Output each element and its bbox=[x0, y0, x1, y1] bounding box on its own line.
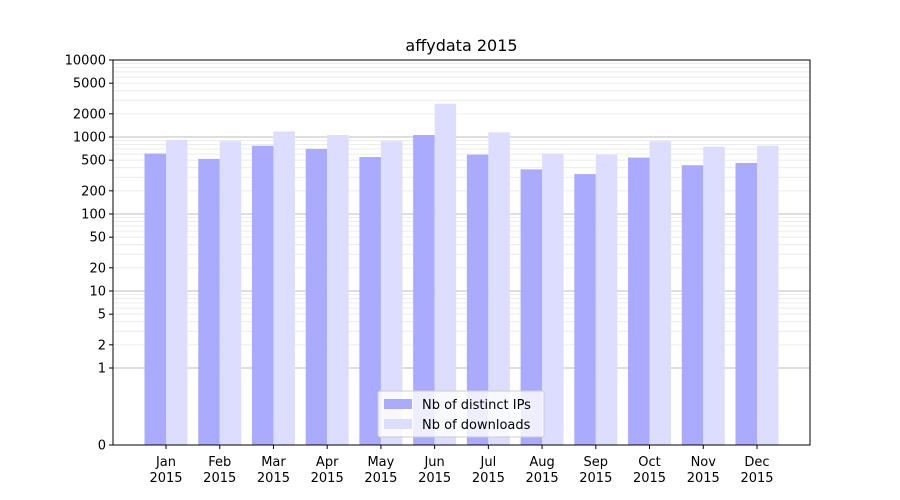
x-tick-label-month: Oct bbox=[638, 455, 660, 470]
y-tick-label: 100 bbox=[81, 208, 106, 223]
bar-downloads bbox=[595, 154, 618, 445]
y-tick-label: 2000 bbox=[73, 107, 106, 122]
y-tick-label: 10000 bbox=[65, 54, 106, 69]
legend-label-downloads: Nb of downloads bbox=[422, 418, 531, 433]
bar-downloads bbox=[380, 141, 403, 445]
bar-downloads bbox=[327, 135, 349, 445]
bar-distinct-ips bbox=[628, 157, 650, 445]
bar-distinct-ips bbox=[198, 158, 220, 445]
x-tick-label-year: 2015 bbox=[526, 471, 559, 486]
legend: Nb of distinct IPs Nb of downloads bbox=[377, 390, 545, 438]
bar-downloads bbox=[166, 139, 188, 445]
x-tick-label-month: May bbox=[367, 455, 394, 470]
x-tick-label-month: Jul bbox=[480, 455, 497, 470]
bar-distinct-ips bbox=[251, 145, 274, 445]
plot-frame bbox=[112, 59, 811, 446]
y-tick-label: 50 bbox=[89, 231, 106, 246]
x-tick-label-year: 2015 bbox=[579, 471, 612, 486]
x-tick-label-year: 2015 bbox=[311, 471, 344, 486]
x-tick-label-month: Aug bbox=[529, 455, 554, 470]
x-tick-label-year: 2015 bbox=[472, 471, 505, 486]
y-tick-label: 20 bbox=[89, 261, 106, 276]
bar-distinct-ips bbox=[144, 153, 166, 445]
y-tick-label: 200 bbox=[81, 184, 106, 199]
bar-distinct-ips bbox=[681, 165, 704, 445]
bar-downloads bbox=[757, 145, 779, 445]
x-tick-label-year: 2015 bbox=[364, 471, 397, 486]
bar-distinct-ips bbox=[574, 174, 596, 445]
bar-downloads bbox=[542, 153, 564, 445]
bar-downloads bbox=[434, 103, 457, 446]
bar-downloads bbox=[488, 132, 510, 445]
bar-distinct-ips bbox=[359, 156, 381, 445]
x-tick-label-month: Jun bbox=[423, 455, 444, 470]
y-tick-label: 10 bbox=[89, 285, 106, 300]
legend-box bbox=[377, 390, 545, 438]
bar-downloads bbox=[703, 146, 725, 445]
x-tick-label-month: Sep bbox=[584, 455, 609, 470]
x-tick-label-year: 2015 bbox=[149, 471, 182, 486]
x-tick-label-year: 2015 bbox=[203, 471, 236, 486]
x-axis: Jan2015Feb2015Mar2015Apr2015May2015Jun20… bbox=[149, 445, 774, 486]
y-tick-label: 1000 bbox=[73, 131, 106, 146]
y-tick-label: 5000 bbox=[73, 77, 106, 92]
y-tick-label: 5 bbox=[98, 308, 106, 323]
bar-distinct-ips bbox=[305, 148, 328, 446]
bar-distinct-ips bbox=[466, 154, 489, 445]
legend-label-distinct-ips: Nb of distinct IPs bbox=[422, 398, 531, 413]
x-tick-label-year: 2015 bbox=[740, 471, 773, 486]
x-tick-label-month: Dec bbox=[744, 455, 769, 470]
bar-downloads bbox=[219, 141, 242, 445]
x-tick-label-month: Jan bbox=[155, 455, 176, 470]
x-tick-label-year: 2015 bbox=[633, 471, 666, 486]
x-tick-label-year: 2015 bbox=[687, 471, 720, 486]
legend-swatch-distinct-ips bbox=[384, 399, 412, 409]
x-tick-label-year: 2015 bbox=[257, 471, 290, 486]
y-tick-label: 500 bbox=[81, 154, 106, 169]
y-tick-label: 2 bbox=[98, 338, 106, 353]
x-tick-label-year: 2015 bbox=[418, 471, 451, 486]
bar-distinct-ips bbox=[520, 169, 543, 445]
chart-title: affydata 2015 bbox=[405, 36, 517, 55]
y-axis: 0 1 2 5 10 20 50 100 200 500 1000 2000 5000 10000 bbox=[65, 54, 113, 454]
bar-downloads bbox=[649, 141, 672, 445]
y-tick-label: 1 bbox=[98, 362, 106, 377]
bar-downloads bbox=[273, 131, 295, 445]
legend-swatch-downloads bbox=[384, 419, 412, 429]
x-tick-label-month: Feb bbox=[208, 455, 231, 470]
x-tick-label-month: Mar bbox=[261, 455, 286, 470]
bar-distinct-ips bbox=[413, 135, 435, 445]
bar-distinct-ips bbox=[735, 162, 757, 445]
x-tick-label-month: Nov bbox=[691, 455, 717, 470]
y-tick-label: 0 bbox=[98, 439, 106, 454]
bars bbox=[144, 103, 779, 446]
x-tick-label-month: Apr bbox=[316, 455, 339, 470]
